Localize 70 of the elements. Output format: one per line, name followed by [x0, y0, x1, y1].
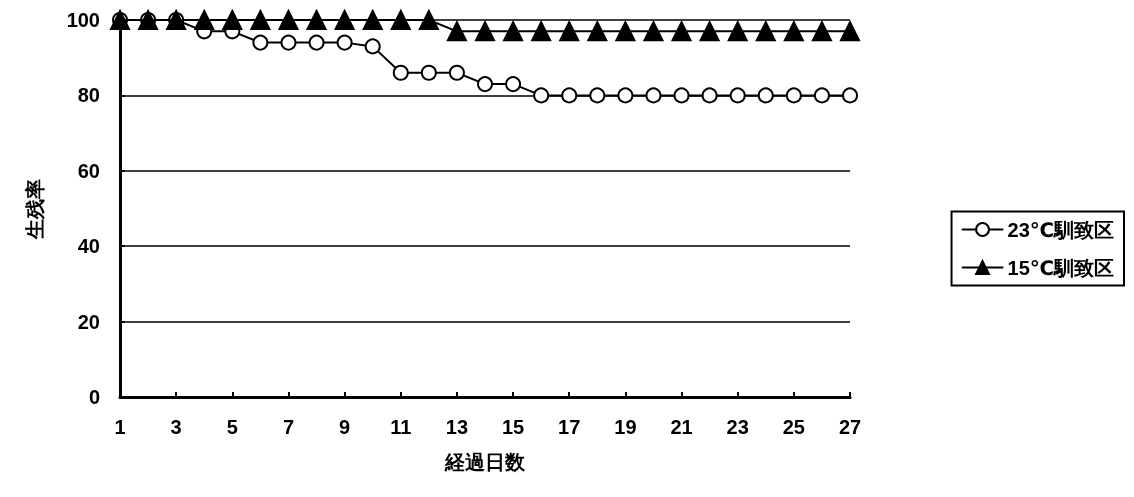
x-tick-label: 3: [170, 416, 182, 438]
point: [617, 87, 634, 104]
point: [783, 21, 804, 42]
point: [475, 21, 495, 42]
point: [418, 10, 439, 30]
point: [222, 10, 243, 30]
point: [645, 87, 662, 104]
point: [561, 87, 578, 104]
point: [842, 87, 858, 104]
point: [531, 21, 552, 42]
y-tick-label: 60: [77, 159, 100, 182]
point: [729, 87, 746, 104]
x-tick-label: 7: [282, 416, 295, 438]
x-tick-label: 15: [501, 416, 525, 438]
x-tick-label: 5: [226, 416, 238, 438]
point: [280, 34, 297, 51]
point: [252, 34, 269, 51]
point: [727, 21, 748, 42]
y-tick-label: 100: [66, 9, 100, 31]
point: [701, 87, 718, 104]
point: [755, 21, 776, 42]
point: [420, 64, 437, 81]
legend-label: 15℃馴致区: [1007, 256, 1114, 279]
point: [364, 38, 381, 55]
point: [448, 64, 465, 81]
point: [334, 10, 355, 30]
x-tick-label: 9: [339, 416, 351, 438]
point: [671, 21, 692, 42]
y-tick-label: 0: [88, 386, 100, 408]
point: [813, 87, 830, 104]
x-tick-label: 19: [614, 416, 637, 438]
point: [615, 21, 636, 42]
x-tick-label: 21: [670, 416, 693, 438]
y-axis-title: 生残率: [24, 178, 46, 240]
point: [699, 21, 720, 42]
point: [362, 10, 383, 30]
x-tick-label: 17: [558, 416, 581, 438]
point: [589, 87, 606, 104]
y-tick-label: 80: [77, 84, 100, 107]
point: [446, 21, 467, 42]
point: [559, 21, 580, 42]
x-tick-label: 25: [782, 416, 805, 438]
x-tick-label: 27: [838, 416, 862, 438]
y-tick-label: 40: [77, 235, 100, 258]
point: [278, 10, 299, 30]
point: [840, 21, 860, 42]
x-tick-label: 11: [390, 416, 412, 438]
point: [308, 34, 325, 51]
point: [673, 87, 690, 104]
point: [811, 21, 832, 42]
point: [250, 10, 271, 30]
x-tick-label: 1: [114, 416, 126, 438]
point: [643, 21, 664, 42]
point: [587, 21, 608, 42]
point: [477, 76, 493, 93]
point: [503, 21, 524, 42]
x-tick-label: 13: [445, 416, 469, 438]
y-tick-label: 20: [77, 310, 100, 333]
point: [785, 87, 802, 104]
point: [306, 10, 327, 30]
point: [757, 87, 774, 104]
x-axis-title: 経過日数: [444, 451, 526, 473]
point: [533, 87, 550, 104]
point: [336, 34, 353, 51]
point: [505, 76, 522, 93]
x-tick-label: 23: [726, 416, 749, 438]
point: [390, 10, 411, 30]
point: [194, 10, 215, 30]
point: [392, 64, 409, 81]
legend-label: 23℃馴致区: [1007, 218, 1114, 241]
